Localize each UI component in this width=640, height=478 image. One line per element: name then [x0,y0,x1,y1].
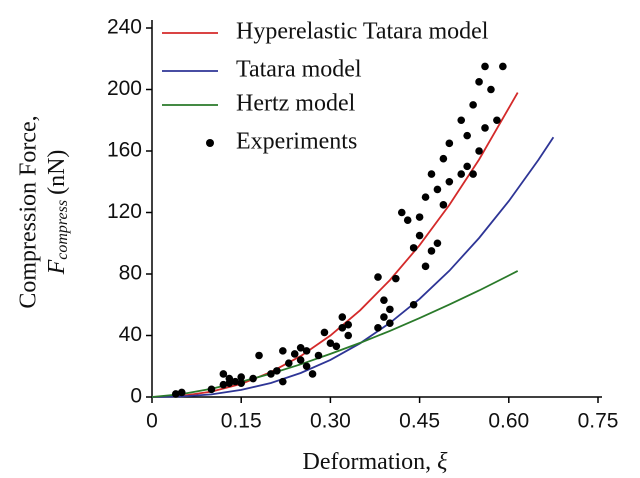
data-point [409,244,418,252]
y-tick-label: 80 [119,262,142,285]
data-point [279,347,287,355]
data-point [219,370,228,378]
data-point [225,379,234,387]
data-point [439,154,448,163]
data-point [302,362,311,371]
legend-label: Tatara model [236,57,362,83]
data-point [475,78,483,86]
y-axis-label: Compression Force, Fcompress (nN) [16,115,71,308]
data-point [302,347,311,355]
data-point [487,85,495,94]
y-tick-label: 160 [107,139,142,162]
data-point [433,185,442,194]
data-point [445,177,454,186]
data-point [237,379,245,387]
y-axis-unit: (nN) [44,150,70,195]
data-point [427,170,436,178]
data-point [314,351,323,360]
data-point [463,131,471,140]
y-axis-label-text: Compression Force, [16,115,42,308]
data-point [475,147,483,155]
data-point [463,162,471,171]
data-point [279,377,287,386]
x-tick-label: 0.45 [399,410,440,433]
data-point [296,356,305,364]
data-point [177,388,186,397]
legend-label: Experiments [236,129,357,155]
data-point [386,319,394,328]
data-point [415,231,424,240]
data-point [231,377,240,386]
data-point [207,385,216,394]
x-axis-symbol: ξ [437,449,448,475]
legend-marker [206,139,214,147]
data-point [481,62,489,71]
data-point [421,262,430,271]
data-point [421,193,430,201]
x-tick-label: 0 [146,410,158,433]
data-point [457,116,466,125]
x-tick-label: 0.15 [221,410,262,433]
data-point [427,247,436,255]
data-point [386,305,394,314]
data-point [219,380,228,389]
data-point [469,170,477,178]
data-point [255,351,263,360]
data-point [308,370,317,378]
data-point [284,359,293,367]
y-tick-label: 0 [130,385,142,408]
legend-label: Hertz model [236,91,356,117]
data-point [415,213,424,221]
data-point [380,296,388,304]
data-point [392,274,400,283]
x-tick-label: 0.30 [310,410,351,433]
data-point [380,313,388,321]
series-line [151,136,555,398]
data-point [439,201,448,209]
data-point [326,339,335,347]
y-tick-label: 120 [107,200,142,223]
data-point [397,208,406,217]
data-point [481,124,489,132]
y-tick-label: 240 [107,16,142,39]
data-point [457,170,466,178]
data-point [499,62,507,71]
data-point [344,331,353,340]
x-axis-label-text: Deformation, [303,449,432,475]
data-point [493,116,501,125]
data-point [445,139,454,148]
data-point [338,313,347,321]
data-point [469,101,477,109]
y-axis-subscript: compress [54,200,71,260]
data-point [290,350,299,358]
data-point [296,344,305,352]
x-tick-label: 0.60 [488,410,529,433]
y-tick-label: 40 [119,323,142,346]
data-point [374,324,382,332]
data-point [433,239,442,248]
data-point [320,328,329,337]
data-point [338,324,347,332]
data-point [249,374,257,383]
y-axis-symbol: F [44,259,70,275]
data-point [403,216,412,224]
data-point [273,367,281,375]
legend-label: Hyperelastic Tatara model [236,19,489,45]
x-axis-label: Deformation, ξ [303,449,449,475]
series-line [151,270,519,398]
data-point [267,370,275,378]
data-point [374,273,382,281]
data-point [409,300,418,309]
x-tick-label: 0.75 [578,410,619,433]
y-tick-label: 200 [107,77,142,100]
y-axis-label-quantity: Fcompress (nN) [44,150,71,276]
data-point [171,390,180,398]
data-point [332,342,341,351]
data-point [237,373,245,381]
data-point [344,320,353,329]
